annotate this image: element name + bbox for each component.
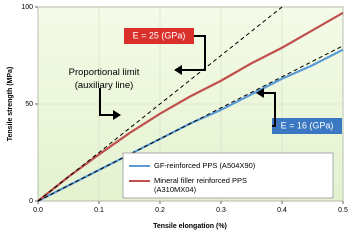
chart: Tensile strength (MPa) Tensile elongatio… xyxy=(6,3,348,230)
annotation-line: (auxiliary line) xyxy=(75,80,134,91)
annotation-box xyxy=(272,118,342,134)
x-tick-label: 0.1 xyxy=(94,207,104,214)
legend-label-line: Mineral filler reinforced PPS xyxy=(154,176,247,185)
legend-label-line: (A310MX04) xyxy=(154,185,197,194)
annotation: E = 25 (GPa) xyxy=(133,30,186,40)
arrow xyxy=(180,35,206,71)
legend-label: Mineral filler reinforced PPS (A310MX04) xyxy=(154,176,247,194)
x-tick-label: 0.5 xyxy=(338,207,348,214)
reference-line xyxy=(37,45,344,202)
legend-label: GF-reinforced PPS (A504X90) xyxy=(154,161,256,170)
annotation-line: Proportional limit xyxy=(69,67,140,78)
x-axis-label: Tensile elongation (%) xyxy=(153,223,227,230)
arrow xyxy=(99,88,115,116)
arrow-head xyxy=(174,65,182,75)
y-tick-label: 0 xyxy=(29,198,33,205)
legend-box xyxy=(122,152,334,199)
legend-label-line: GF-reinforced PPS (A504X90) xyxy=(154,161,256,170)
series-line xyxy=(37,11,344,202)
y-tick-label: 50 xyxy=(25,101,33,108)
annotation-box xyxy=(124,28,194,44)
y-axis-label: Tensile strength (MPa) xyxy=(7,67,14,142)
arrow-head xyxy=(113,110,121,120)
x-tick-label: 0.0 xyxy=(33,207,43,214)
annotation: E = 16 (GPa) xyxy=(281,120,334,130)
x-tick-label: 0.2 xyxy=(155,207,165,214)
arrow-head xyxy=(256,88,264,98)
reference-line xyxy=(37,6,283,202)
arrow xyxy=(262,92,276,127)
x-tick-label: 0.4 xyxy=(277,207,287,214)
annotation: Proportional limit (auxiliary line) xyxy=(69,67,140,91)
y-tick-label: 100 xyxy=(21,4,33,11)
x-tick-label: 0.3 xyxy=(216,207,226,214)
